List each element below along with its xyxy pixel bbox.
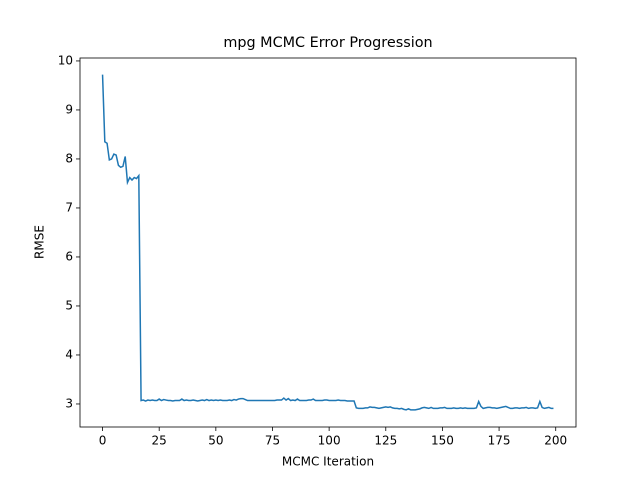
y-tick-label: 7 (65, 200, 73, 214)
y-tick-label: 3 (65, 396, 73, 410)
x-tick-label: 50 (208, 434, 223, 448)
chart-title: mpg MCMC Error Progression (223, 35, 432, 51)
x-tick-label: 175 (488, 434, 511, 448)
x-tick-label: 200 (544, 434, 567, 448)
y-tick-label: 5 (65, 298, 73, 312)
data-line (101, 74, 554, 411)
y-axis-label: RMSE (33, 225, 47, 259)
x-tick-label: 125 (374, 434, 397, 448)
x-tick-label: 75 (265, 434, 280, 448)
y-tick-label: 8 (65, 151, 73, 165)
plot-frame (79, 57, 577, 428)
x-tick-label: 0 (99, 434, 107, 448)
x-tick-label: 150 (431, 434, 454, 448)
x-tick-label: 100 (318, 434, 341, 448)
x-axis-label: MCMC Iteration (282, 455, 374, 469)
y-tick-label: 10 (58, 53, 73, 67)
y-tick-label: 6 (65, 249, 73, 263)
x-tick-label: 25 (152, 434, 167, 448)
y-tick-label: 4 (65, 347, 73, 361)
y-tick-label: 9 (65, 102, 73, 116)
